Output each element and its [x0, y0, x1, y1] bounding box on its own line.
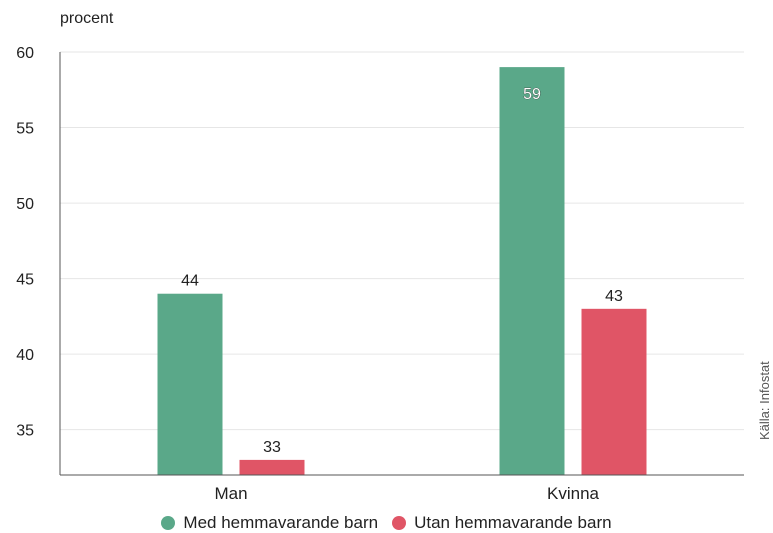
legend-marker-utan-barn: [392, 516, 407, 530]
y-axis-unit-label: procent: [60, 10, 114, 27]
y-tick-label-35: 35: [16, 423, 34, 440]
data-label-man-series-0: 44: [181, 273, 199, 290]
x-tick-label-man: Man: [214, 484, 247, 503]
bar-man-series-1: [239, 459, 305, 475]
legend-label-med-barn: Med hemmavarande barn: [183, 513, 379, 532]
legend-item-utan-barn: Utan hemmavarande barn: [392, 513, 612, 533]
legend: Med hemmavarande barn Utan hemmavarande …: [0, 513, 773, 533]
y-tick-label-55: 55: [16, 121, 34, 138]
bar-man-series-0: [157, 293, 223, 475]
data-label-kvinna-series-1: 43: [605, 288, 623, 305]
y-tick-label-60: 60: [16, 45, 34, 62]
y-tick-label-40: 40: [16, 347, 34, 364]
legend-marker-med-barn: [161, 516, 176, 530]
data-label-man-series-1: 33: [263, 439, 281, 456]
bar-kvinna-series-0: [499, 67, 565, 475]
legend-label-utan-barn: Utan hemmavarande barn: [414, 513, 612, 532]
y-tick-label-50: 50: [16, 196, 34, 213]
legend-item-med-barn: Med hemmavarande barn: [161, 513, 378, 533]
x-tick-label-kvinna: Kvinna: [547, 484, 600, 503]
source-note: Källa: Infostat: [757, 361, 772, 440]
data-label-kvinna-series-0: 59: [523, 86, 541, 103]
bar-kvinna-series-1: [581, 308, 647, 475]
y-tick-label-45: 45: [16, 272, 34, 289]
